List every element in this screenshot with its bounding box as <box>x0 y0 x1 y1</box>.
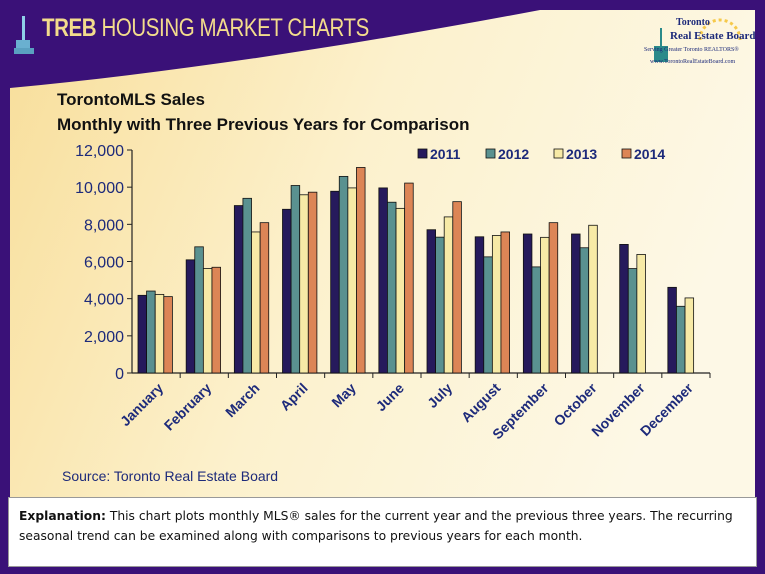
explanation-box: Explanation: This chart plots monthly ML… <box>8 497 757 567</box>
bar-2013-april <box>299 194 309 374</box>
bar-2014-june <box>404 182 414 374</box>
y-tick-label: 0 <box>115 366 124 383</box>
bar-2014-march <box>259 222 270 374</box>
bar-2012-june <box>387 201 397 374</box>
legend-swatch-2011 <box>417 148 428 159</box>
header-title: TREB HOUSING MARKET CHARTS <box>42 14 369 43</box>
legend-swatch-2014 <box>621 148 632 159</box>
bar-2013-august <box>491 235 502 374</box>
bar-2012-august <box>483 256 493 374</box>
bar-2013-february <box>202 268 213 374</box>
bar-2013-may <box>347 187 357 374</box>
treb-logo: Toronto Real Estate Board Serving Greate… <box>640 16 758 82</box>
x-tick-label: January <box>117 380 166 429</box>
bar-2012-january <box>146 290 156 374</box>
bar-2011-may <box>330 190 340 374</box>
bar-2011-december <box>667 286 677 374</box>
legend-swatch-2013 <box>553 148 564 159</box>
y-tick-label: 10,000 <box>75 180 124 197</box>
chart-subtitle: Monthly with Three Previous Years for Co… <box>57 115 470 134</box>
y-tick-label: 12,000 <box>75 143 124 160</box>
source-note: Source: Toronto Real Estate Board <box>62 468 279 484</box>
bar-2012-october <box>579 247 590 374</box>
bar-2011-august <box>474 236 485 374</box>
explanation-text: This chart plots monthly MLS® sales for … <box>19 509 733 543</box>
bar-2013-september <box>540 236 550 374</box>
bar-2011-january <box>137 294 148 374</box>
x-tick-label: May <box>328 380 359 411</box>
bar-2013-june <box>395 207 406 374</box>
x-tick-label: March <box>222 380 262 420</box>
bar-2011-april <box>282 208 292 374</box>
x-tick-label: December <box>637 379 697 439</box>
bar-2014-september <box>548 222 559 374</box>
tower-icon <box>14 16 34 54</box>
bar-2012-may <box>338 175 349 374</box>
bar-2012-november <box>627 268 638 374</box>
title-text: HOUSING MARKET CHARTS <box>101 14 369 42</box>
logo-line: Serving Greater Toronto REALTORS® <box>644 47 739 53</box>
y-tick-label: 8,000 <box>84 217 124 234</box>
bar-2011-november <box>619 244 629 374</box>
legend-label: 2013 <box>566 146 597 162</box>
bar-2013-october <box>588 224 598 374</box>
bar-2014-january <box>163 296 173 374</box>
chart-title: TorontoMLS Sales <box>57 90 205 109</box>
y-tick-label: 6,000 <box>84 255 124 272</box>
x-tick-label: July <box>424 380 455 411</box>
x-tick-label: October <box>550 379 600 429</box>
legend-label: 2012 <box>498 146 529 162</box>
bar-2013-january <box>154 293 165 374</box>
explanation-label: Explanation: <box>19 509 106 523</box>
y-tick-label: 2,000 <box>84 329 124 346</box>
bar-2012-july <box>435 236 445 374</box>
bar-2013-july <box>443 216 454 374</box>
bar-2013-november <box>636 254 646 374</box>
x-tick-label: February <box>161 380 215 434</box>
bar-2011-september <box>522 233 533 374</box>
y-tick-label: 4,000 <box>84 292 124 309</box>
bar-2014-april <box>307 191 318 374</box>
bar-2011-february <box>185 259 196 374</box>
legend-swatch-2012 <box>485 148 496 159</box>
bar-2012-march <box>242 197 252 374</box>
bar-2013-march <box>251 231 261 374</box>
legend-label: 2011 <box>430 146 461 162</box>
x-tick-label: August <box>458 380 504 426</box>
logo-line: www.TorontoRealEstateBoard.com <box>650 59 736 65</box>
bar-2012-december <box>676 305 686 374</box>
x-tick-label: April <box>277 380 311 414</box>
x-tick-label: June <box>373 380 408 415</box>
logo-line: Real Estate Board <box>670 30 756 42</box>
bar-2014-august <box>500 231 510 374</box>
bar-2012-february <box>194 246 204 374</box>
bar-2012-september <box>531 266 541 374</box>
bar-2011-june <box>378 187 388 374</box>
legend-label: 2014 <box>634 146 665 162</box>
bar-2013-december <box>684 297 695 374</box>
bar-2014-may <box>356 167 366 374</box>
logo-graphic <box>654 18 742 62</box>
bar-2014-july <box>452 201 462 374</box>
bar-2011-march <box>233 205 244 374</box>
bar-2011-july <box>426 229 437 374</box>
brand: TREB <box>42 14 97 42</box>
logo-line: Toronto <box>676 17 710 28</box>
bar-2011-october <box>571 233 581 374</box>
bar-2014-february <box>211 266 221 374</box>
bar-2012-april <box>290 185 301 374</box>
